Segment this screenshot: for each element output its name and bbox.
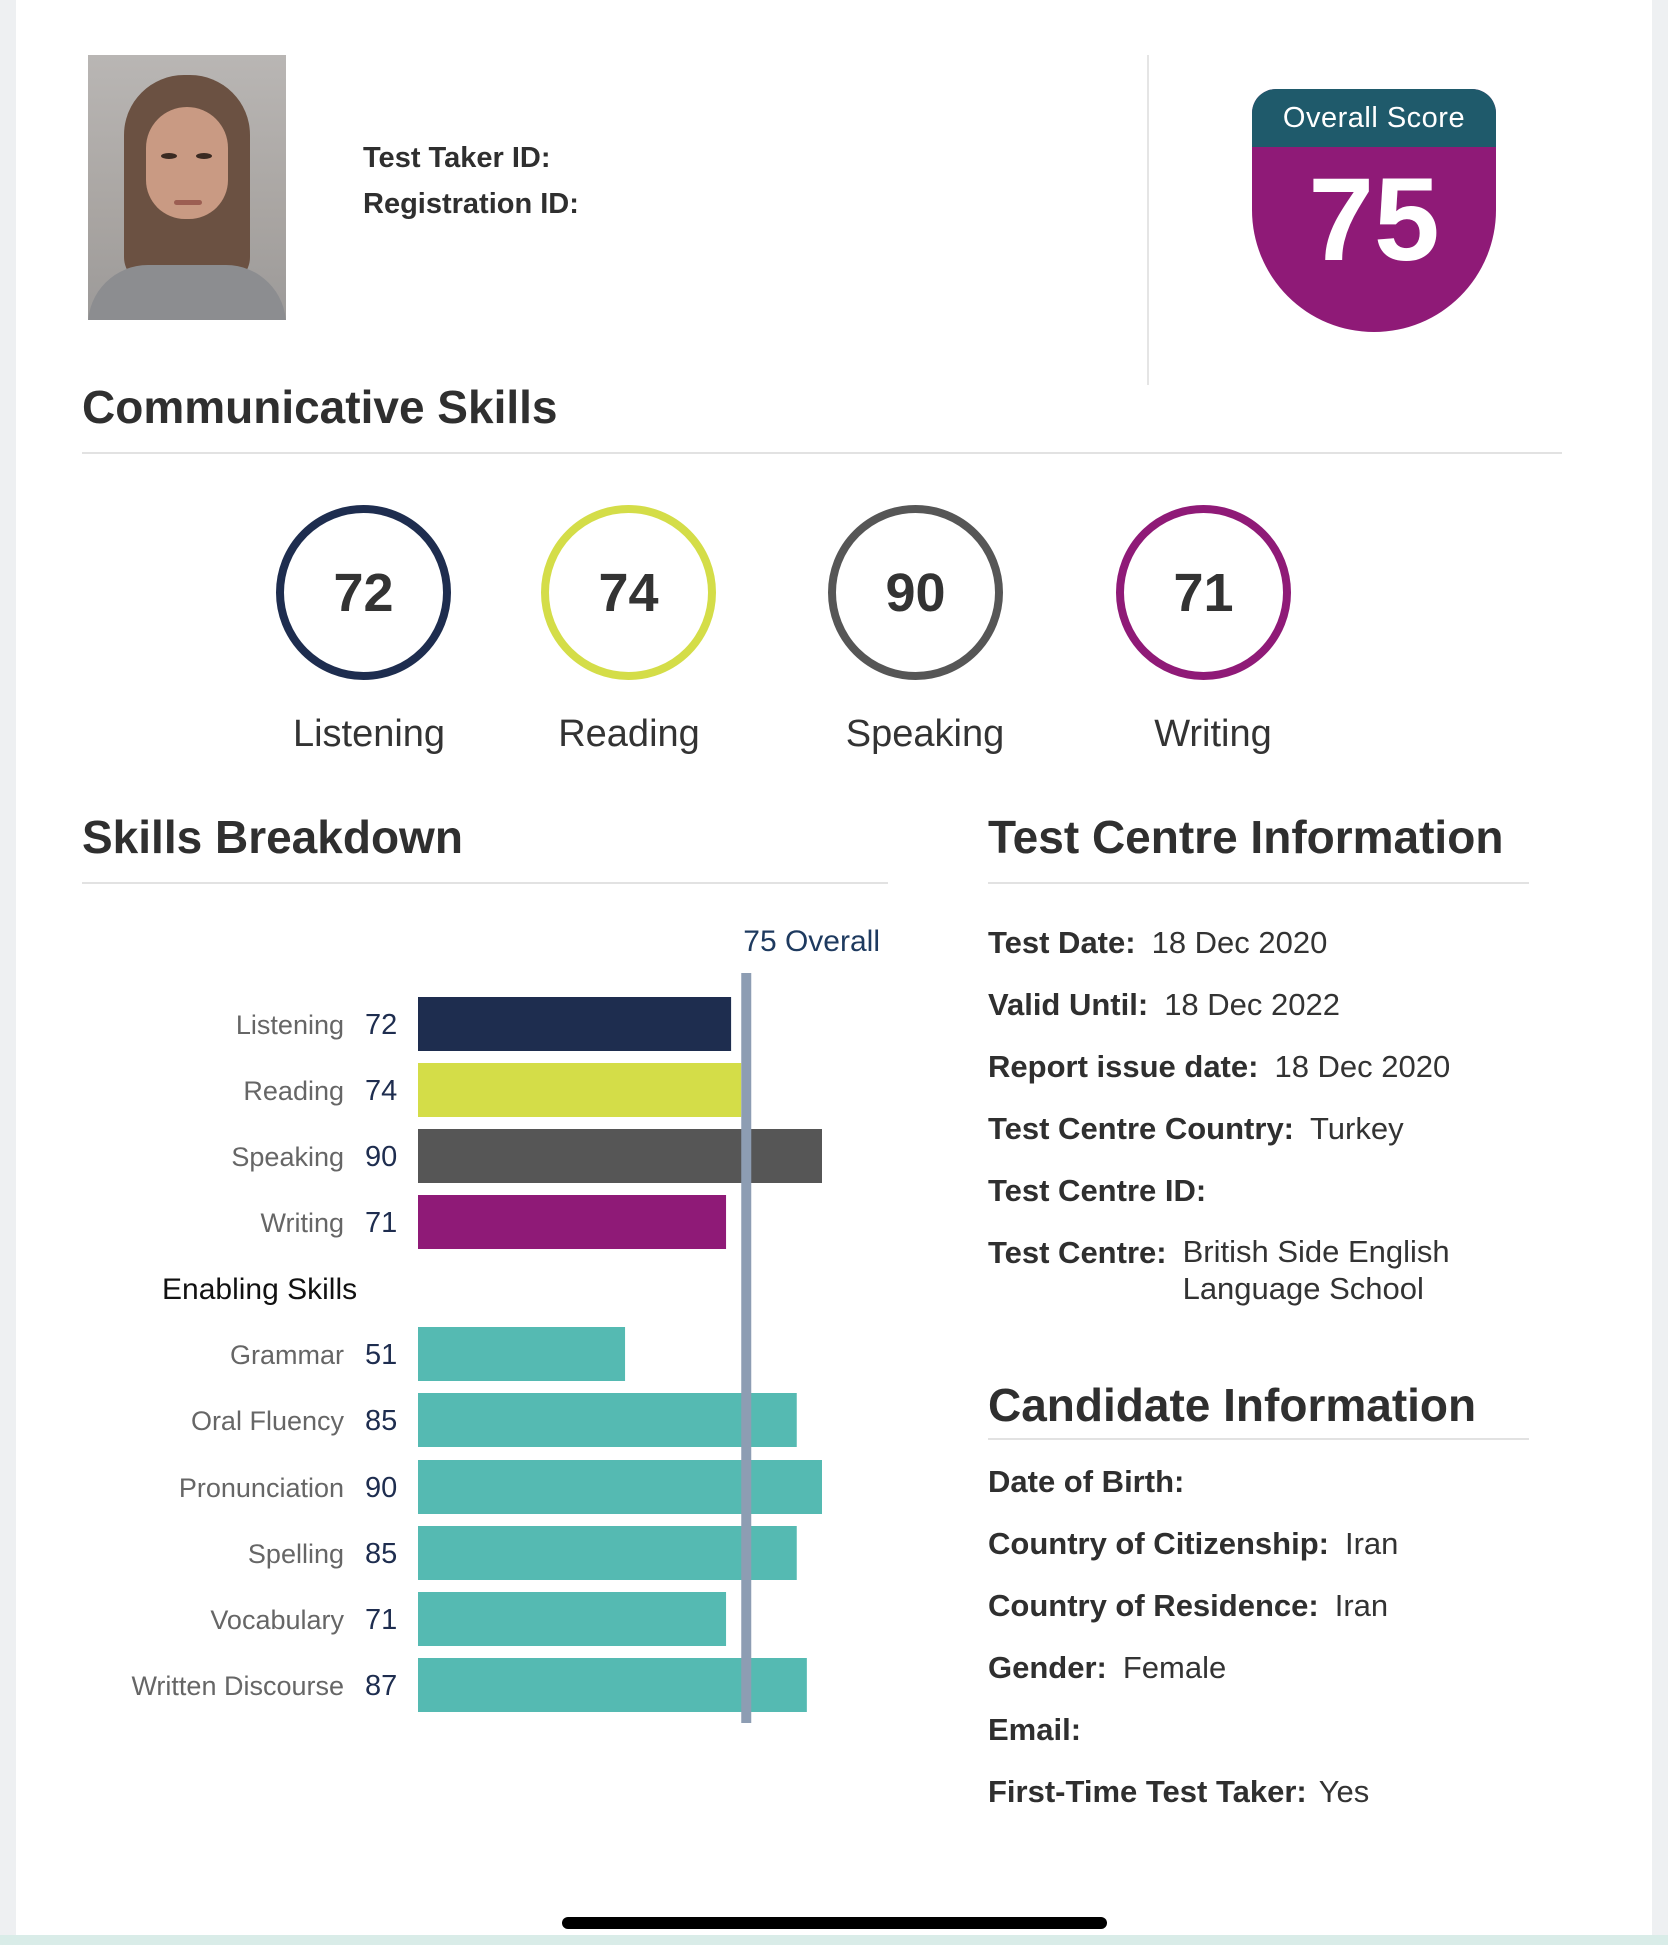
candidate-info-title: Candidate Information	[988, 1379, 1477, 1431]
writing-score-circle: 71	[1116, 505, 1291, 680]
test-centre-id-row: Test Centre ID:	[988, 1173, 1207, 1208]
overall-score-label: Overall Score	[1252, 89, 1496, 147]
residence-row: Country of Residence: Iran	[988, 1588, 1389, 1623]
reading-label: Reading	[558, 713, 700, 755]
date-of-birth-row: Date of Birth:	[988, 1464, 1185, 1499]
home-indicator	[562, 1917, 1107, 1929]
registration-id-label: Registration ID:	[363, 188, 579, 220]
writing-label: Writing	[1154, 713, 1272, 755]
gender-row: Gender: Female	[988, 1650, 1227, 1685]
header-divider	[1147, 55, 1149, 385]
first-time-taker-row: First-Time Test Taker: Yes	[988, 1774, 1370, 1809]
valid-until-row: Valid Until: 18 Dec 2022	[988, 987, 1340, 1022]
test-date-row: Test Date: 18 Dec 2020	[988, 925, 1328, 960]
candidate-divider	[988, 1438, 1529, 1440]
speaking-score-circle: 90	[828, 505, 1003, 680]
id-block: Test Taker ID: Registration ID:	[363, 135, 579, 227]
overall-score-value: 75	[1308, 154, 1440, 286]
listening-label: Listening	[292, 713, 446, 755]
candidate-photo	[88, 55, 286, 320]
speaking-label: Speaking	[845, 713, 1005, 755]
email-row: Email:	[988, 1712, 1082, 1747]
overall-score-badge: Overall Score 75	[1252, 89, 1496, 332]
communicative-divider	[82, 452, 1562, 454]
reading-score-circle: 74	[541, 505, 716, 680]
citizenship-row: Country of Citizenship: Iran	[988, 1526, 1399, 1561]
test-centre-country-row: Test Centre Country: Turkey	[988, 1111, 1404, 1146]
test-centre-divider	[988, 882, 1529, 884]
listening-score-circle: 72	[276, 505, 451, 680]
skills-breakdown-title: Skills Breakdown	[82, 811, 463, 863]
test-centre-title: Test Centre Information	[988, 811, 1504, 863]
test-taker-id-label: Test Taker ID:	[363, 142, 551, 174]
report-issue-date-row: Report issue date: 18 Dec 2020	[988, 1049, 1451, 1084]
test-centre-row: Test Centre: British Side English Langua…	[988, 1234, 1450, 1306]
bottom-strip	[0, 1935, 1668, 1945]
communicative-skills-title: Communicative Skills	[82, 381, 558, 433]
breakdown-divider	[82, 882, 888, 884]
